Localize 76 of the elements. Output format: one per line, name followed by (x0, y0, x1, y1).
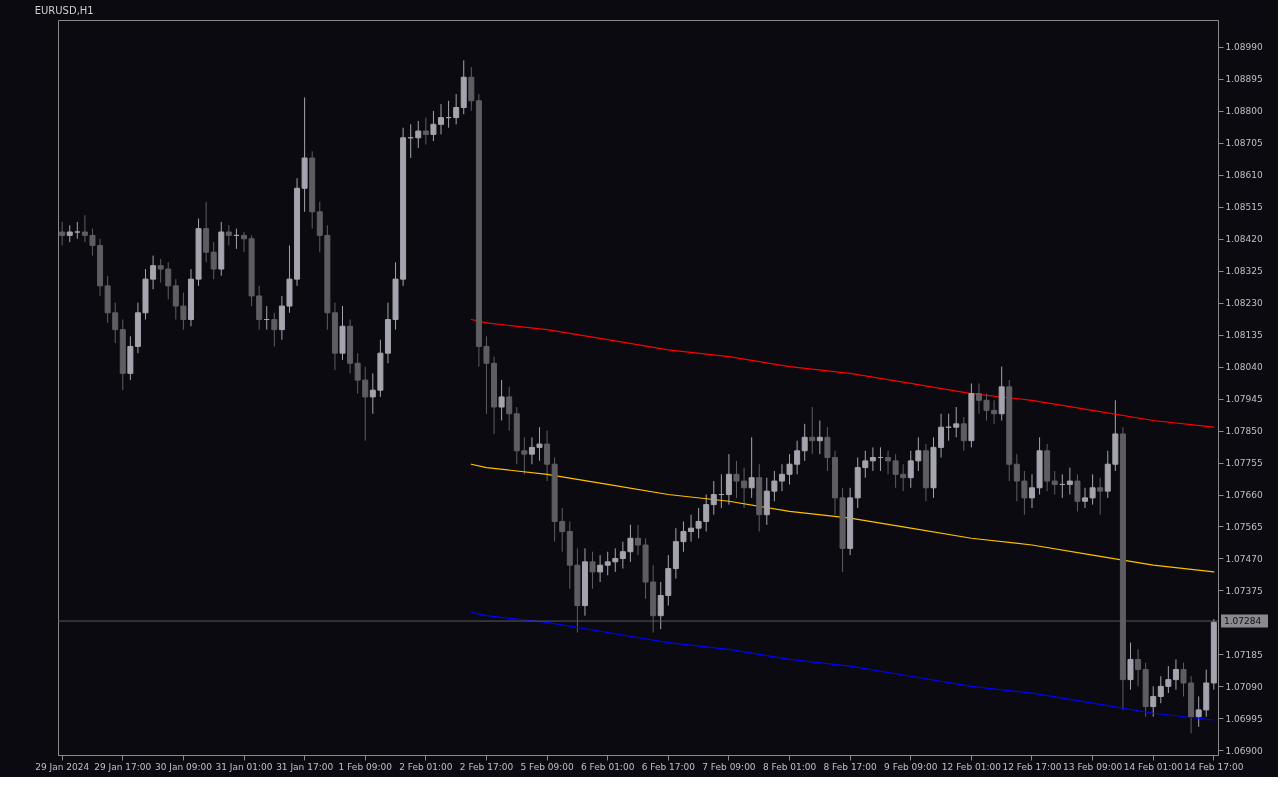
candlestick (1074, 473, 1081, 512)
candlestick (1127, 642, 1134, 691)
candlestick (1150, 685, 1157, 718)
x-tick-label: 5 Feb 09:00 (520, 761, 575, 772)
candlestick (210, 241, 217, 280)
line-series (470, 463, 1215, 573)
candlestick (422, 117, 429, 146)
candlestick (506, 386, 513, 432)
candlestick (710, 480, 717, 516)
x-tick-label: 13 Feb 09:00 (1063, 761, 1123, 772)
x-tick-label: 8 Feb 17:00 (823, 761, 878, 772)
x-tick-label: 1 Feb 09:00 (338, 761, 393, 772)
y-tick-label: 1.08230 (1225, 298, 1263, 309)
y-tick-label: 1.08800 (1225, 106, 1263, 117)
x-tick-label: 29 Jan 2024 (35, 761, 90, 772)
x-tick-label: 12 Feb 17:00 (1002, 761, 1062, 772)
candlestick (59, 221, 66, 246)
chart-title: EURUSD,H1 (34, 5, 94, 16)
ref-line-label: 1.07284 (1224, 616, 1262, 627)
candlestick (869, 446, 876, 472)
x-tick-label: 8 Feb 01:00 (762, 761, 817, 772)
x-tick-label: 6 Feb 01:00 (581, 761, 635, 772)
y-tick-label: 1.08515 (1225, 202, 1263, 213)
candlestick (597, 554, 604, 583)
candlestick (225, 224, 232, 246)
x-tick-label: 2 Feb 01:00 (399, 761, 453, 772)
candlestick (415, 120, 422, 149)
candlestick (544, 430, 551, 482)
candlestick (498, 379, 505, 421)
y-tick-label: 1.08040 (1225, 362, 1263, 373)
line-series (470, 611, 1215, 721)
y-tick-label: 1.08990 (1225, 42, 1263, 53)
y-tick-label: 1.07565 (1225, 521, 1263, 532)
x-tick-label: 12 Feb 01:00 (941, 761, 1002, 772)
candlestick (271, 312, 278, 347)
y-tick-label: 1.08420 (1225, 234, 1263, 245)
y-tick-label: 1.08705 (1225, 138, 1263, 149)
candlestick (453, 93, 460, 125)
y-tick-label: 1.07755 (1225, 458, 1263, 469)
candlestick (953, 406, 960, 438)
candlestick (748, 436, 755, 499)
y-tick-label: 1.08135 (1225, 330, 1263, 341)
candlestick (1066, 467, 1073, 496)
candlestick (1097, 477, 1104, 516)
y-tick-label: 1.08325 (1225, 266, 1263, 277)
candlestick (468, 66, 475, 112)
candlestick (809, 406, 816, 455)
candlestick (1051, 470, 1058, 496)
x-tick-label: 31 Jan 01:00 (215, 761, 273, 772)
y-tick-label: 1.07375 (1225, 585, 1263, 596)
x-tick-label: 14 Feb 01:00 (1123, 761, 1184, 772)
x-tick-label: 30 Jan 09:00 (154, 761, 213, 772)
y-tick-label: 1.07850 (1225, 426, 1263, 437)
x-tick-label: 6 Feb 17:00 (641, 761, 696, 772)
x-tick-label: 2 Feb 17:00 (459, 761, 514, 772)
x-tick-label: 31 Jan 17:00 (276, 761, 334, 772)
x-tick-label: 29 Jan 17:00 (94, 761, 152, 772)
y-tick-label: 1.07185 (1225, 649, 1263, 660)
x-tick-label: 9 Feb 09:00 (884, 761, 938, 772)
candlestick (801, 423, 808, 462)
y-tick-label: 1.06900 (1225, 745, 1263, 756)
y-tick-label: 1.07470 (1225, 553, 1263, 564)
y-tick-label: 1.08895 (1225, 74, 1263, 85)
candlestick (203, 201, 210, 263)
candlestick (589, 551, 596, 590)
candlestick (816, 419, 823, 455)
candlestick (725, 453, 732, 506)
y-tick-label: 1.08610 (1225, 170, 1263, 181)
candlestick (960, 416, 967, 452)
y-tick-label: 1.07945 (1225, 394, 1263, 405)
x-tick-label: 7 Feb 09:00 (702, 761, 756, 772)
line-series (470, 318, 1215, 428)
y-tick-label: 1.06995 (1225, 713, 1263, 724)
y-tick-label: 1.07660 (1225, 490, 1263, 501)
y-tick-label: 1.07090 (1225, 681, 1263, 692)
x-tick-label: 14 Feb 17:00 (1184, 761, 1244, 772)
